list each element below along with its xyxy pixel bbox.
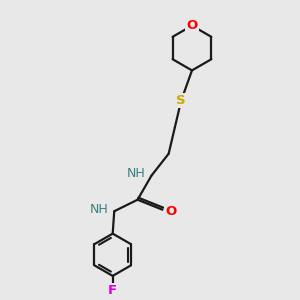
Text: S: S: [176, 94, 186, 107]
Text: F: F: [108, 284, 117, 297]
Text: NH: NH: [127, 167, 146, 180]
Text: NH: NH: [89, 203, 108, 216]
Text: O: O: [166, 205, 177, 218]
Text: O: O: [186, 19, 198, 32]
